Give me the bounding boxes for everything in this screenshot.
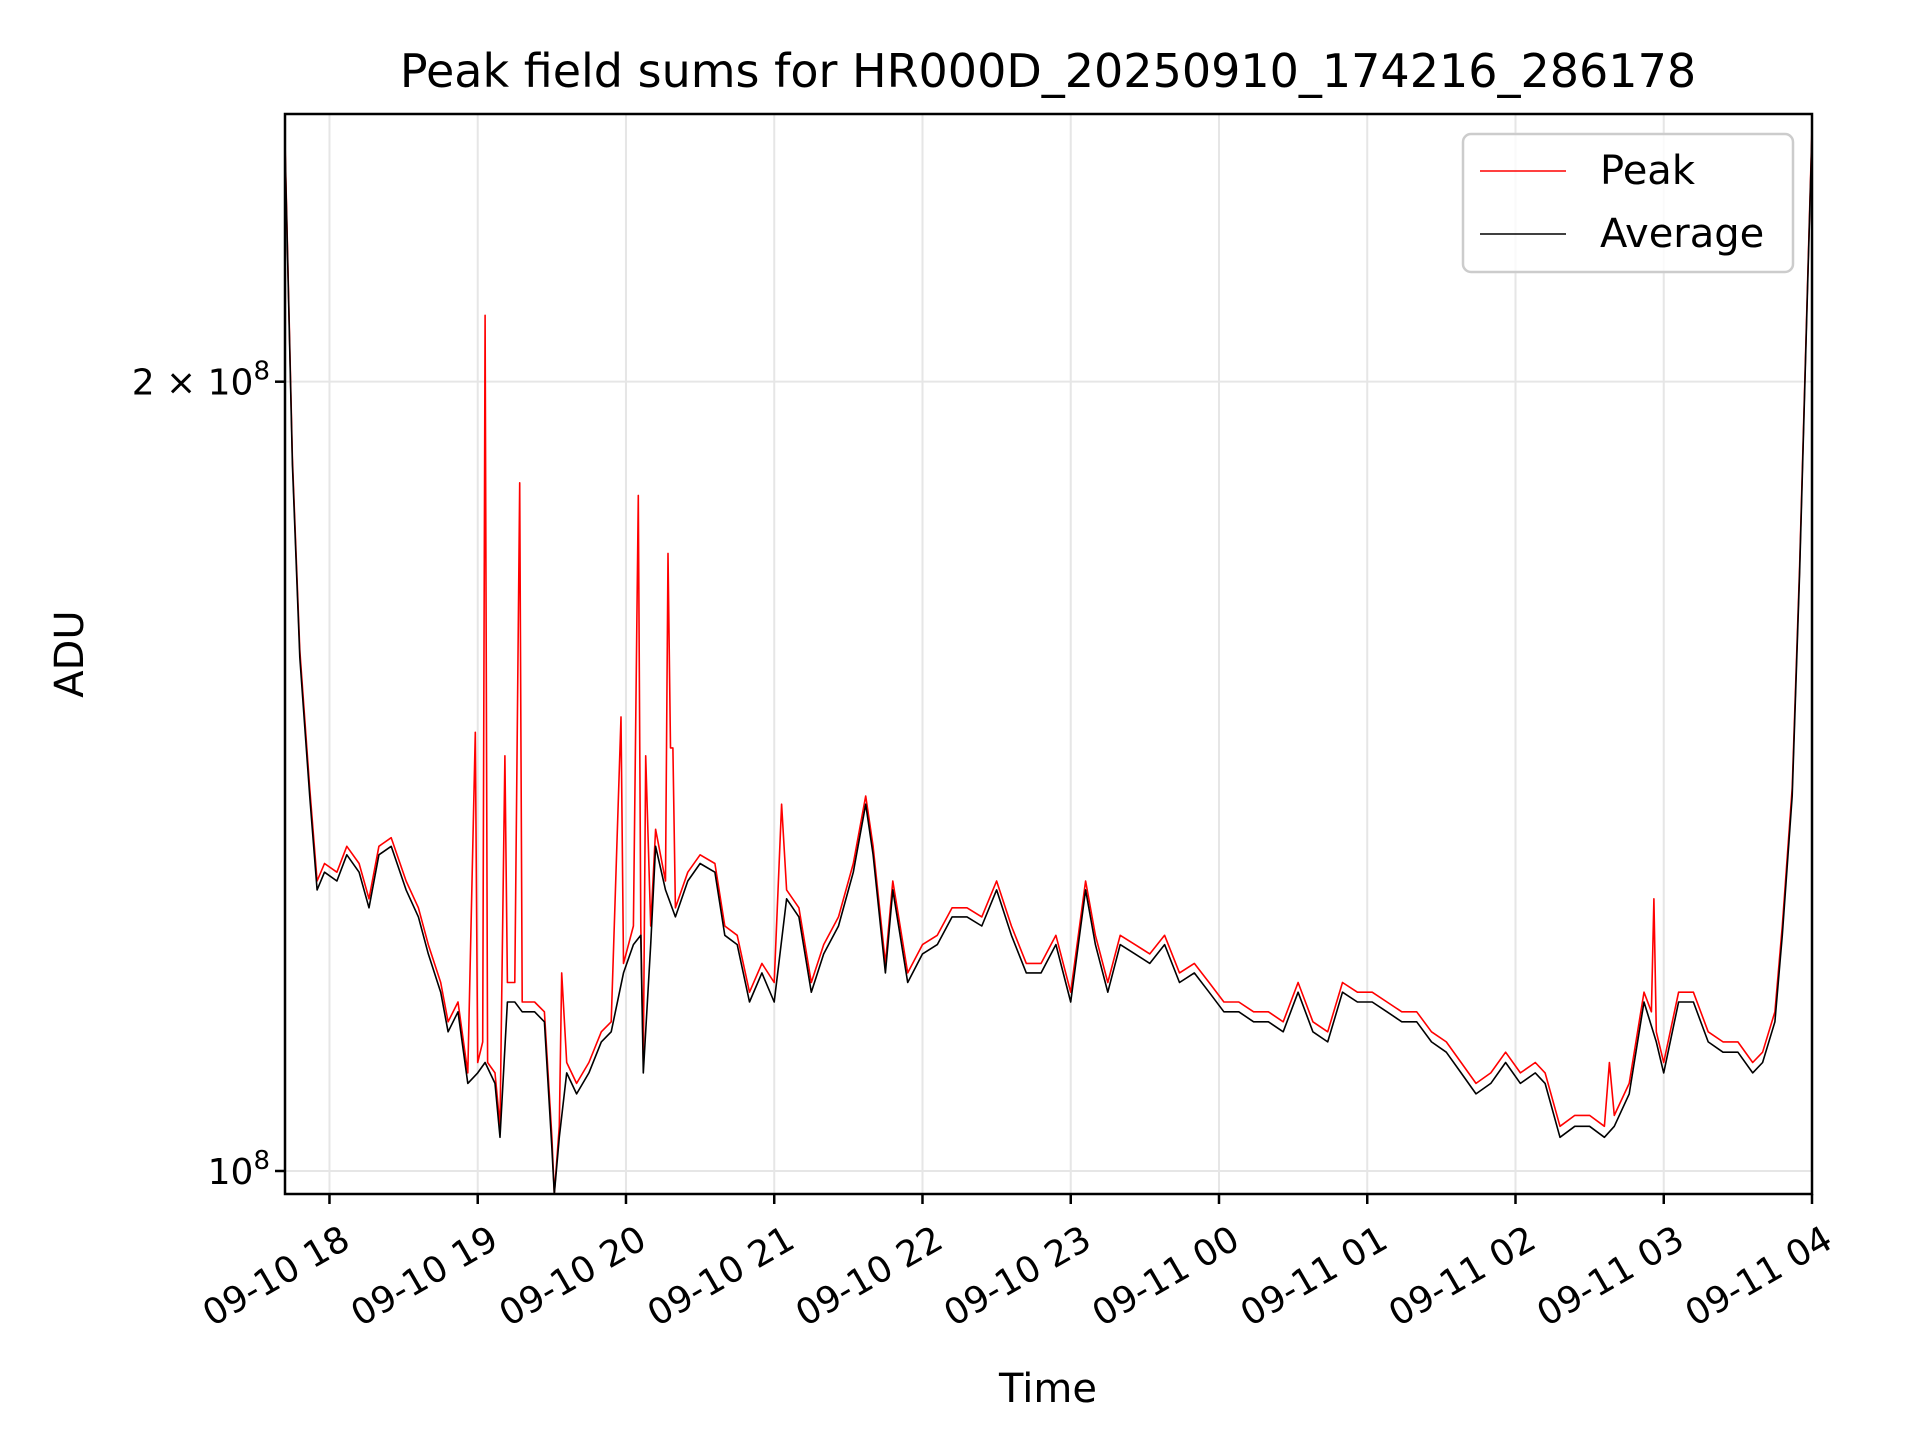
series-lines [284,114,1813,1195]
plot-frame [283,112,1814,1196]
legend-label-average: Average [1600,211,1764,257]
y-axis-label: ADU [47,610,93,697]
legend: Peak Average [1461,132,1795,274]
series-line-average [284,118,1813,1195]
series-line-peak [284,114,1813,1195]
y-axis-ticks: 2 × 108 108 [132,357,285,1193]
chart-title: Peak field sums for HR000D_20250910_1742… [400,44,1696,98]
y-tick-label: 108 [208,1146,270,1193]
legend-box [1461,132,1795,274]
y-tick-label: 2 × 108 [132,357,270,404]
legend-label-peak: Peak [1600,148,1696,194]
x-axis-label: Time [998,1366,1097,1412]
